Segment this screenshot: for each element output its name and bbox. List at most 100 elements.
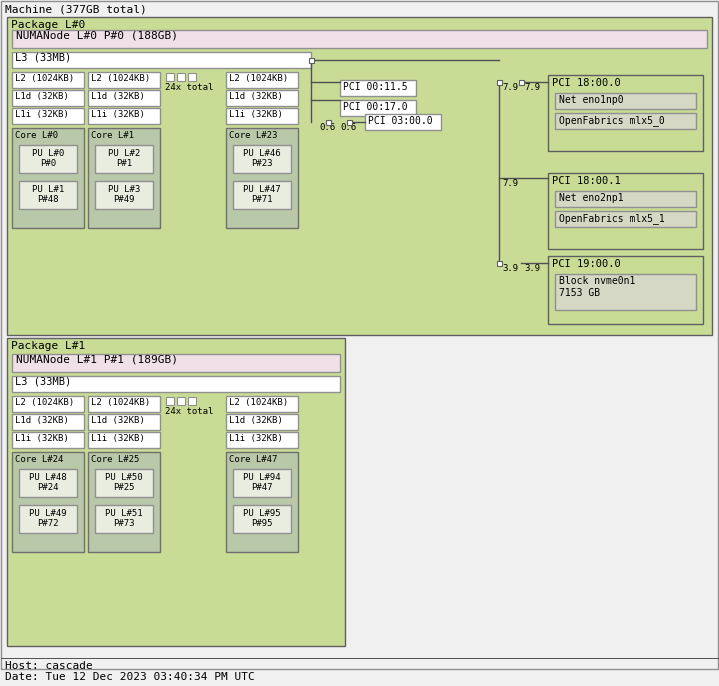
Text: L3 (33MB): L3 (33MB) bbox=[15, 377, 71, 387]
Bar bbox=[497, 261, 501, 265]
Bar bbox=[555, 113, 696, 129]
Text: PU L#51: PU L#51 bbox=[105, 509, 143, 518]
Text: L1i (32KB): L1i (32KB) bbox=[91, 434, 145, 443]
Bar bbox=[226, 414, 298, 430]
Bar bbox=[497, 80, 501, 84]
Text: P#73: P#73 bbox=[114, 519, 134, 528]
Text: Core L#24: Core L#24 bbox=[15, 455, 63, 464]
Text: PU L#94: PU L#94 bbox=[243, 473, 281, 482]
Bar bbox=[7, 17, 712, 335]
Bar bbox=[12, 72, 84, 88]
Bar bbox=[226, 90, 298, 106]
Bar bbox=[518, 80, 523, 84]
Bar bbox=[555, 191, 696, 207]
Bar bbox=[12, 432, 84, 448]
Bar bbox=[233, 469, 291, 497]
Bar bbox=[12, 376, 340, 392]
Text: PCI 18:00.0: PCI 18:00.0 bbox=[552, 78, 620, 88]
Bar bbox=[226, 432, 298, 448]
Text: L2 (1024KB): L2 (1024KB) bbox=[15, 398, 74, 407]
Bar bbox=[19, 469, 77, 497]
Text: Package L#0: Package L#0 bbox=[11, 20, 86, 30]
Bar bbox=[340, 80, 416, 96]
Text: 3.9: 3.9 bbox=[524, 264, 540, 273]
Text: P#95: P#95 bbox=[251, 519, 273, 528]
Text: Block nvme0n1
7153 GB: Block nvme0n1 7153 GB bbox=[559, 276, 636, 298]
Text: 0.6: 0.6 bbox=[340, 123, 356, 132]
Text: Core L#0: Core L#0 bbox=[15, 131, 58, 140]
Bar bbox=[95, 469, 153, 497]
Bar bbox=[188, 73, 196, 81]
Text: PU L#3: PU L#3 bbox=[108, 185, 140, 194]
Text: P#72: P#72 bbox=[37, 519, 59, 528]
Text: PU L#1: PU L#1 bbox=[32, 185, 64, 194]
Text: P#48: P#48 bbox=[37, 195, 59, 204]
Text: P#47: P#47 bbox=[251, 483, 273, 492]
Text: 24x total: 24x total bbox=[165, 407, 214, 416]
Bar bbox=[548, 173, 703, 249]
Text: L2 (1024KB): L2 (1024KB) bbox=[229, 74, 288, 83]
Bar bbox=[233, 145, 291, 173]
Bar bbox=[88, 128, 160, 228]
Bar bbox=[88, 72, 160, 88]
Text: L1d (32KB): L1d (32KB) bbox=[91, 92, 145, 101]
Bar bbox=[12, 354, 340, 372]
Text: Net eno2np1: Net eno2np1 bbox=[559, 193, 623, 203]
Text: NUMANode L#1 P#1 (189GB): NUMANode L#1 P#1 (189GB) bbox=[16, 355, 178, 365]
Bar bbox=[95, 145, 153, 173]
Bar bbox=[95, 181, 153, 209]
Text: L3 (33MB): L3 (33MB) bbox=[15, 53, 71, 63]
Bar bbox=[326, 119, 331, 124]
Bar bbox=[226, 72, 298, 88]
Bar bbox=[12, 452, 84, 552]
Bar bbox=[226, 452, 298, 552]
Text: PU L#2: PU L#2 bbox=[108, 149, 140, 158]
Text: L1i (32KB): L1i (32KB) bbox=[15, 110, 69, 119]
Bar bbox=[548, 256, 703, 324]
Bar bbox=[548, 75, 703, 151]
Text: L1d (32KB): L1d (32KB) bbox=[229, 92, 283, 101]
Text: Core L#47: Core L#47 bbox=[229, 455, 278, 464]
Text: Core L#25: Core L#25 bbox=[91, 455, 139, 464]
Text: L1i (32KB): L1i (32KB) bbox=[229, 110, 283, 119]
Bar bbox=[88, 90, 160, 106]
Text: L1d (32KB): L1d (32KB) bbox=[229, 416, 283, 425]
Bar bbox=[166, 73, 174, 81]
Text: 7.9: 7.9 bbox=[524, 83, 540, 92]
Text: PU L#47: PU L#47 bbox=[243, 185, 281, 194]
Text: P#1: P#1 bbox=[116, 159, 132, 168]
Bar bbox=[340, 100, 416, 116]
Text: PCI 18:00.1: PCI 18:00.1 bbox=[552, 176, 620, 186]
Text: L1d (32KB): L1d (32KB) bbox=[15, 416, 69, 425]
Bar bbox=[226, 108, 298, 124]
Bar bbox=[555, 274, 696, 310]
Text: L1d (32KB): L1d (32KB) bbox=[91, 416, 145, 425]
Bar bbox=[19, 181, 77, 209]
Text: PU L#50: PU L#50 bbox=[105, 473, 143, 482]
Text: L1i (32KB): L1i (32KB) bbox=[15, 434, 69, 443]
Text: PU L#48: PU L#48 bbox=[29, 473, 67, 482]
Text: 7.9: 7.9 bbox=[502, 179, 518, 188]
Bar bbox=[88, 452, 160, 552]
Text: PU L#49: PU L#49 bbox=[29, 509, 67, 518]
Bar bbox=[233, 181, 291, 209]
Text: P#25: P#25 bbox=[114, 483, 134, 492]
Text: PCI 03:00.0: PCI 03:00.0 bbox=[368, 116, 433, 126]
Bar bbox=[12, 128, 84, 228]
Bar bbox=[19, 145, 77, 173]
Text: P#24: P#24 bbox=[37, 483, 59, 492]
Text: L1i (32KB): L1i (32KB) bbox=[91, 110, 145, 119]
Text: OpenFabrics mlx5_0: OpenFabrics mlx5_0 bbox=[559, 115, 665, 126]
Bar bbox=[308, 58, 313, 62]
Bar bbox=[12, 414, 84, 430]
Text: OpenFabrics mlx5_1: OpenFabrics mlx5_1 bbox=[559, 213, 665, 224]
Text: PU L#95: PU L#95 bbox=[243, 509, 281, 518]
Text: PCI 00:17.0: PCI 00:17.0 bbox=[343, 102, 408, 112]
Bar bbox=[88, 396, 160, 412]
Text: Package L#1: Package L#1 bbox=[11, 341, 86, 351]
Text: 24x total: 24x total bbox=[165, 83, 214, 92]
Bar bbox=[555, 211, 696, 227]
Text: Machine (377GB total): Machine (377GB total) bbox=[5, 4, 147, 14]
Text: PCI 19:00.0: PCI 19:00.0 bbox=[552, 259, 620, 269]
Text: L2 (1024KB): L2 (1024KB) bbox=[91, 398, 150, 407]
